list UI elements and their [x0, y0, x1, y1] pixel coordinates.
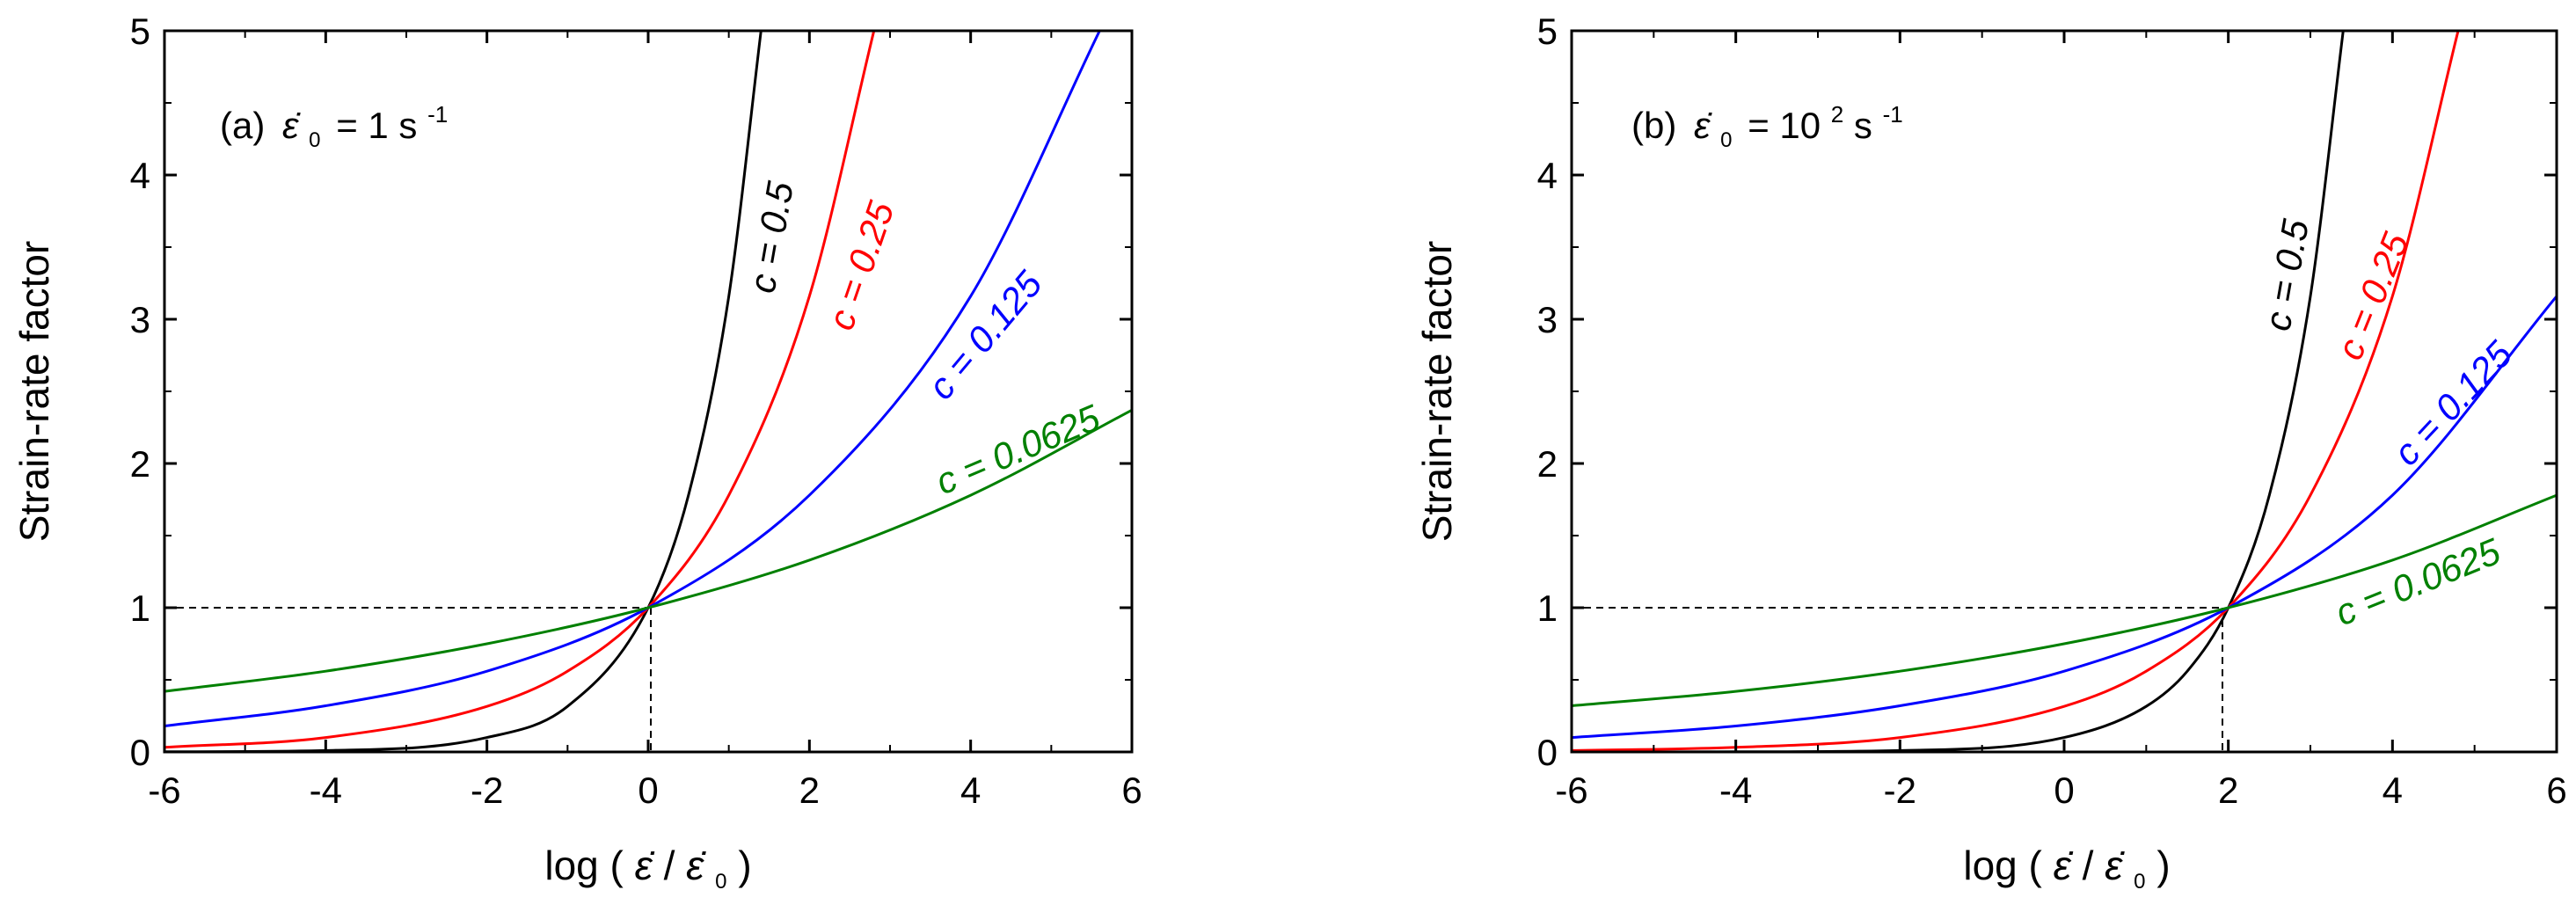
rate-subscript: 0	[1720, 128, 1732, 152]
panel-label: (b) ε̇ 0 = 10 2 s -1	[1631, 89, 1903, 155]
x-tick-label: 0	[2054, 770, 2074, 811]
y-tick-label: 4	[1537, 155, 1558, 196]
rate-unit-exponent: -1	[427, 101, 448, 128]
x-title-divider: /	[664, 843, 687, 888]
y-tick-label: 2	[1537, 443, 1558, 485]
y-axis-title: Strain-rate factor	[11, 241, 57, 543]
curve-label-0.0625: c = 0.0625	[930, 397, 1106, 503]
y-tick-label: 1	[1537, 587, 1558, 629]
curve-label-value: 0.25	[2352, 227, 2417, 310]
rate-value: = 10	[1748, 105, 1821, 146]
series-line-c-0.0625	[1571, 493, 2558, 707]
curve-label-0.5: c = 0.5	[741, 178, 801, 295]
series-line-c-0.0625	[164, 408, 1133, 693]
x-tick-label: 2	[799, 770, 820, 811]
series-line-c-0.125	[164, 30, 1101, 727]
x-tick-label: 4	[960, 770, 981, 811]
x-title-num: ε̇	[635, 843, 655, 888]
panel-label: (a) ε̇ 0 = 1 s -1	[220, 101, 448, 155]
panel-letter: (b)	[1631, 105, 1676, 146]
x-tick-label: -6	[1555, 770, 1587, 811]
x-title-suffix: )	[738, 843, 751, 888]
y-tick-label: 1	[130, 587, 150, 629]
x-tick-label: -2	[471, 770, 503, 811]
series-line-c-0.25	[164, 30, 876, 749]
curve-label-0.25: c = 0.25	[820, 196, 902, 335]
y-tick-label: 5	[1537, 11, 1558, 52]
x-title-den-sub: 0	[2134, 870, 2145, 894]
x-tick-label: 0	[638, 770, 658, 811]
series-line-c-0.5	[164, 30, 763, 754]
rate-subscript: 0	[309, 128, 320, 152]
y-axis-title: Strain-rate factor	[1414, 241, 1460, 543]
x-tick-label: 2	[2218, 770, 2238, 811]
tick-group: -6 -4 -2 0 2 4 6 0 1 2 3 4 5	[1537, 11, 2567, 811]
curve-label-prefix: c =	[741, 230, 792, 296]
x-tick-label: 6	[2546, 770, 2566, 811]
rate-unit-exponent: -1	[1883, 101, 1903, 128]
curve-label-0.125: c = 0.125	[2385, 332, 2520, 473]
curve-label-value: 0.125	[2426, 332, 2520, 428]
series-line-c-0.5	[1571, 30, 2345, 754]
rate-unit: s	[1854, 105, 1872, 146]
curve-label-value: 0.0625	[2386, 530, 2507, 611]
curve-label-value: 0.5	[2267, 215, 2317, 274]
x-tick-label: -4	[1719, 770, 1752, 811]
y-tick-label: 2	[130, 443, 150, 485]
y-tick-label: 3	[130, 299, 150, 340]
curve-label-value: 0.25	[839, 196, 901, 278]
x-title-den-sub: 0	[715, 870, 726, 894]
curve-label-value: 0.0625	[986, 397, 1106, 479]
rate-symbol: ε̇	[282, 105, 301, 146]
curve-label-value: 0.5	[752, 178, 802, 236]
tick-group: -6 -4 -2 0 2 4 6 0 1 2 3 4 5	[130, 11, 1142, 811]
x-tick-label: -4	[310, 770, 342, 811]
curve-label-prefix: c =	[2257, 267, 2308, 334]
curve-label-0.25: c = 0.25	[2329, 227, 2417, 366]
x-title-num: ε̇	[2054, 843, 2074, 888]
curve-label-value: 0.125	[959, 263, 1050, 361]
x-title-den: ε̇	[686, 843, 706, 888]
panel-letter: (a)	[220, 105, 265, 146]
x-tick-label: -6	[148, 770, 180, 811]
series-line-c-0.125	[1571, 295, 2558, 740]
x-title-prefix: log (	[1963, 843, 2053, 888]
x-title-divider: /	[2083, 843, 2105, 888]
curve-label-0.0625: c = 0.0625	[2330, 530, 2507, 634]
rate-value-exponent: 2	[1831, 101, 1843, 128]
curve-group	[164, 30, 1133, 754]
y-tick-label: 0	[1537, 732, 1558, 773]
chart-panel-a: -6 -4 -2 0 2 4 6 0 1 2 3 4 5 (a) ε̇ 0 = 1 s -1 c = 0…	[11, 11, 1142, 897]
x-title-den: ε̇	[2105, 843, 2125, 888]
series-line-c-0.25	[1571, 30, 2460, 752]
curve-label-0.125: c = 0.125	[920, 263, 1050, 407]
y-tick-label: 4	[130, 155, 150, 196]
x-tick-label: -2	[1884, 770, 1916, 811]
x-tick-label: 6	[1121, 770, 1142, 811]
rate-symbol: ε̇	[1694, 105, 1712, 146]
y-tick-label: 3	[1537, 299, 1558, 340]
rate-value: = 1 s	[336, 105, 417, 146]
x-tick-label: 4	[2383, 770, 2403, 811]
curve-label-0.5: c = 0.5	[2257, 215, 2317, 333]
x-title-suffix: )	[2156, 843, 2170, 888]
x-axis-title: log ( ε̇ / ε̇ 0 )	[544, 843, 751, 897]
chart-panel-b: -6 -4 -2 0 2 4 6 0 1 2 3 4 5 (b) ε̇ 0 = 10 2 s -1 c …	[1414, 11, 2567, 897]
y-tick-label: 5	[130, 11, 150, 52]
x-axis-title: log ( ε̇ / ε̇ 0 )	[1963, 843, 2170, 897]
y-tick-label: 0	[130, 732, 150, 773]
x-title-prefix: log (	[544, 843, 634, 888]
